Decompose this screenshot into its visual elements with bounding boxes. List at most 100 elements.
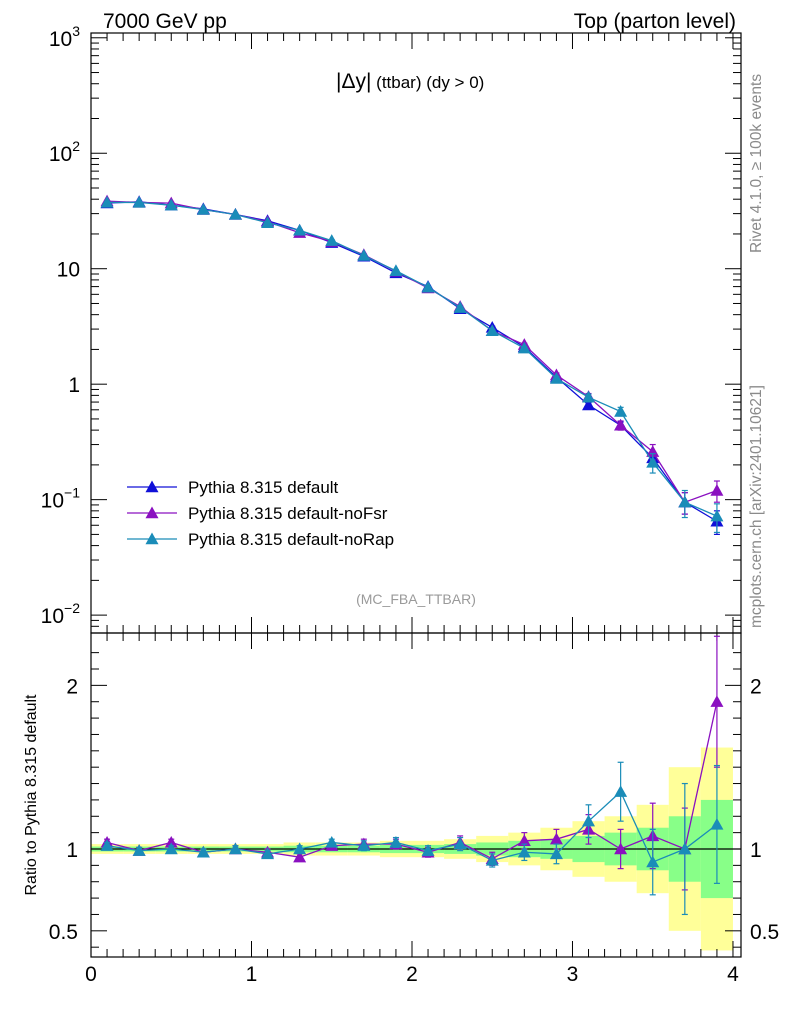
legend-marker [145,506,159,519]
main-noRap-point [389,264,403,276]
legend-label: Pythia 8.315 default-noFsr [188,504,388,523]
main-noRap-point [710,509,724,522]
ratio-noRap-point [196,845,210,858]
main-noRap-line [107,201,718,517]
ratio-noRap-point [485,853,499,866]
y-tick-label-base: 1 [68,374,80,397]
ratio-noRap-point [582,814,596,827]
y-tick-label-ratio-left: 1 [66,839,78,862]
ratio-noRap-point [549,847,563,860]
ratio-noRap-point [164,842,178,855]
main-noRap-point [646,455,660,468]
legend: Pythia 8.315 default Pythia 8.315 default… [127,478,394,549]
ratio-noRap-point [325,835,339,848]
main-noRap-point [357,249,371,261]
legend-marker [145,480,159,493]
main-noRap-point [678,495,692,508]
x-tick-label: 3 [567,963,579,986]
analysis-tag: (MC_FBA_TTBAR) [356,591,476,607]
main-noFsr-point [614,418,628,431]
ratio-axis-label: Ratio to Pythia 8.315 default [23,694,40,896]
main-noRap-point [228,207,242,220]
rivet-label: Rivet 4.1.0, ≥ 100k events [748,74,765,253]
y-tick-label-main: 1 [68,374,80,397]
y-tick-label-exp: 3 [72,23,80,39]
y-tick-label-main: 10−1 [41,485,81,513]
ratio-noRap-point [228,842,242,855]
legend-marker [145,532,159,545]
mcplots-label: mcplots.cern.ch [arXiv:2401.10621] [748,385,765,628]
plot-title-main: |Δy| [336,70,371,93]
main-noRap-point [421,280,435,293]
plot-title: |Δy| (ttbar) (dy > 0) [336,70,484,93]
y-tick-label-base: 10 [41,490,64,513]
legend-label: Pythia 8.315 default-noRap [188,530,394,549]
ratio-noFsr-point [293,850,307,863]
main-default-point [582,398,596,411]
main-noRap-point [196,203,210,215]
ratio-noFsr-point [517,834,531,847]
main-noRap-point [261,216,275,228]
y-tick-label-ratio-right: 0.5 [750,921,779,944]
ratio-noRap-point [132,844,146,856]
y-tick-label-main: 10−2 [41,600,81,628]
ratio-noFsr-point [164,835,178,848]
x-tick-label: 1 [246,963,258,986]
main-default-line [107,201,718,522]
main-noFsr-point [646,445,660,457]
ratio-noRap-point [614,785,628,797]
legend-label: Pythia 8.315 default [188,478,339,497]
main-noRap-point [517,341,531,354]
ratio-noRap-point [389,835,403,848]
collision-label: 7000 GeV pp [103,10,227,33]
process-label: Top (parton level) [574,10,736,33]
main-noRap-point [614,404,628,417]
ratio-noRap-point [678,842,692,855]
y-tick-label-ratio-left: 2 [66,675,78,698]
y-tick-label-base: 10 [49,143,72,166]
y-tick-label-base: 10 [41,605,64,628]
ratio-noFsr-point [614,842,628,855]
plot-title-sub: (ttbar) (dy > 0) [371,73,484,92]
y-tick-label-base: 10 [49,28,72,51]
ratio-noRap-point [100,839,114,851]
y-tick-label-ratio-right: 2 [750,675,762,698]
x-tick-label: 2 [406,963,418,986]
ratio-noRap-point [646,855,660,868]
main-noRap-point [325,234,339,246]
y-tick-label-main: 102 [49,138,80,166]
ratio-noRap-point [453,837,467,850]
ratio-noFsr-point [710,695,724,707]
main-noRap-point [485,324,499,336]
y-tick-label-ratio-right: 1 [750,839,762,862]
ratio-plot-frame [90,632,742,958]
main-noFsr-point [710,484,724,496]
x-tick-label: 4 [727,963,739,986]
ratio-noRap-point [710,817,724,830]
ratio-noRap-point [517,845,531,858]
main-noRap-point [549,371,563,384]
y-tick-label-exp: −1 [64,485,80,501]
main-noFsr-line [107,200,718,504]
main-noRap-point [453,301,467,313]
y-tick-label-exp: 2 [72,138,80,154]
y-tick-label-ratio-left: 0.5 [49,921,78,944]
y-tick-label-base: 10 [57,259,80,282]
y-tick-label-main: 103 [49,23,80,51]
ratio-noRap-point [357,839,371,851]
data-marks [100,194,724,916]
x-tick-label: 0 [85,963,97,986]
ratio-noRap-point [261,847,275,860]
main-noRap-point [164,198,178,211]
main-noRap-point [132,195,146,208]
y-tick-label-exp: −2 [64,600,80,616]
main-noRap-point [100,195,114,208]
main-noRap-point [582,390,596,403]
ratio-noRap-point [293,842,307,855]
ratio-noFsr-point [549,832,563,845]
main-noRap-point [293,223,307,236]
y-tick-label-main: 10 [57,259,80,282]
ratio-noRap-point [421,844,435,856]
